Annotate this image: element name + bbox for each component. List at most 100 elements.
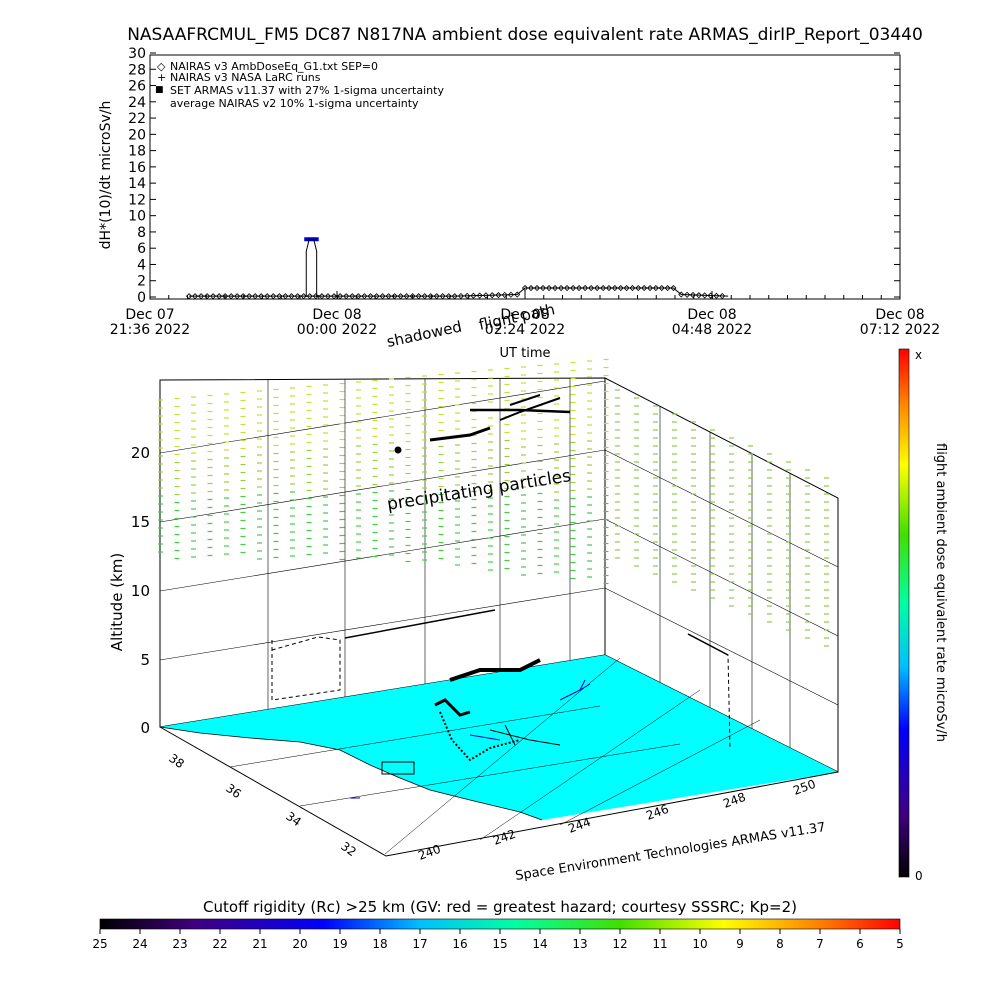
nairas-point (684, 291, 691, 298)
rigidity-colorbar-bar (99, 918, 901, 930)
x-tick-label-date: Dec 08 (312, 307, 361, 323)
altitude-tick-label: 10 (131, 582, 150, 600)
legend-text-1: NAIRAS v3 NASA LaRC runs (170, 71, 321, 84)
rigidity-colorbar-label: Cutoff rigidity (Rc) >25 km (GV: red = g… (203, 898, 797, 916)
nairas-point (521, 284, 529, 292)
rigidity-tick-label: 9 (736, 937, 744, 951)
nairas-point (276, 293, 283, 300)
rigidity-tick-label: 18 (372, 937, 387, 951)
nairas-point (192, 293, 199, 300)
nairas-point (427, 293, 434, 300)
x-tick-label-date: Dec 08 (875, 307, 924, 323)
latitude-tick-label: 32 (338, 839, 359, 859)
nairas-point (198, 293, 205, 300)
y-tick-label: 12 (128, 192, 146, 208)
y-tick-label: 26 (128, 79, 146, 95)
y-tick-label: 28 (128, 62, 146, 78)
x-tick-label-time: 07:12 2022 (860, 322, 940, 338)
nairas-point (514, 291, 521, 298)
x-tick-label-time: 04:48 2022 (672, 322, 752, 338)
plot-3d: 0 5 10 15 20 Altitude (km) 32 34 36 38 240 242 24… (108, 300, 839, 884)
nairas-point (361, 293, 368, 300)
rigidity-tick-label: 20 (292, 937, 307, 951)
nairas-point (324, 293, 332, 300)
nairas-point (527, 284, 535, 292)
latitude-tick-label: 34 (283, 809, 304, 829)
annotation-shadowed: shadowed (385, 317, 463, 350)
x-tick-label-date: Dec 08 (500, 307, 549, 323)
annotation-precipitating: precipitating particles (386, 466, 573, 515)
nairas-point (551, 284, 559, 292)
nairas-point (258, 293, 265, 300)
legend-symbol-1: + (157, 71, 166, 84)
nairas-point (367, 293, 374, 300)
nairas-point (264, 293, 271, 300)
nairas-point (495, 291, 502, 299)
x-tick-label-date: Dec 08 (687, 307, 736, 323)
y-tick-label: 14 (128, 176, 146, 192)
nairas-point (234, 293, 241, 300)
rigidity-tick-label: 7 (816, 937, 824, 951)
rigidity-tick-label: 10 (692, 937, 707, 951)
nairas-point (507, 291, 515, 298)
nairas-point (501, 291, 508, 298)
nairas-point (588, 284, 595, 292)
y-tick-label: 2 (137, 274, 146, 290)
y-tick-label: 22 (128, 111, 146, 127)
nairas-point (678, 291, 685, 298)
nairas-point (246, 293, 253, 300)
nairas-point (445, 293, 452, 300)
nairas-point (600, 284, 607, 292)
nairas-point (228, 293, 235, 300)
nairas-point (330, 293, 338, 300)
rigidity-tick-label: 25 (92, 937, 107, 951)
y-tick-label: 10 (128, 209, 146, 225)
y-tick-label: 0 (137, 290, 146, 306)
nairas-point (355, 293, 362, 300)
rigidity-tick-label: 13 (572, 937, 587, 951)
nairas-point (658, 284, 665, 292)
rigidity-tick-label: 8 (776, 937, 784, 951)
chart-title: NASAAFRCMUL_FM5 DC87 N817NA ambient dose… (127, 25, 923, 45)
nairas-point (594, 284, 601, 292)
nairas-point (204, 293, 211, 300)
nairas-point (373, 293, 380, 300)
nairas-point (707, 292, 714, 299)
nairas-point (652, 284, 659, 292)
rigidity-colorbar: Cutoff rigidity (Rc) >25 km (GV: red = g… (92, 898, 903, 951)
rigidity-tick-label: 23 (172, 937, 187, 951)
nairas-point (557, 284, 565, 292)
altitude-ticks: 0 5 10 15 20 (131, 444, 150, 737)
nairas-point (582, 284, 589, 292)
y-tick-label: 18 (128, 144, 146, 160)
rigidity-tick-label: 17 (412, 937, 427, 951)
y-tick-label: 24 (128, 95, 146, 111)
legend-text-3: average NAIRAS v2 10% 1-sigma uncertaint… (170, 97, 419, 110)
flight-path-top-projection (394, 394, 571, 454)
dose-colorbar (898, 348, 910, 878)
nairas-point (306, 293, 313, 300)
nairas-point (337, 293, 344, 300)
nairas-point (570, 284, 577, 292)
nairas-point (288, 293, 295, 300)
nairas-point (623, 284, 630, 292)
series-nairas (185, 284, 729, 300)
y-tick-label: 16 (128, 160, 146, 176)
right-colorbar: x 0 flight ambient dose equivalent rate … (898, 348, 948, 883)
nairas-point (300, 293, 307, 300)
legend: ◇ NAIRAS v3 AmbDoseEq_G1.txt SEP=0 + NAI… (155, 60, 444, 110)
nairas-point (470, 292, 477, 299)
nairas-point (617, 284, 624, 292)
x-tick-label-time: 02:24 2022 (485, 322, 565, 338)
legend-text-2: SET ARMAS v11.37 with 27% 1-sigma uncert… (170, 84, 444, 97)
longitude-tick-label: 242 (491, 827, 517, 848)
nairas-point (564, 284, 571, 292)
nairas-point (349, 293, 356, 300)
altitude-tick-label: 20 (131, 444, 150, 462)
y-tick-label: 30 (128, 46, 146, 62)
rigidity-tick-label: 15 (492, 937, 507, 951)
nairas-point (216, 293, 223, 300)
nairas-point (489, 292, 496, 299)
nairas-point (270, 293, 277, 300)
